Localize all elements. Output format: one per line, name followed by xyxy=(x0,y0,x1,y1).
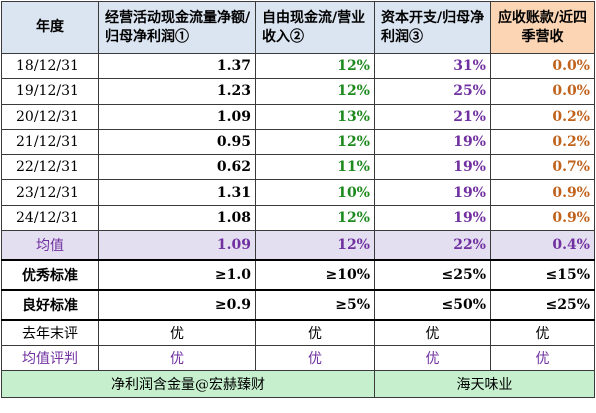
table-row: 24/12/31 1.08 12% 19% 0.9% xyxy=(1,204,595,232)
row-year: 23/12/31 xyxy=(1,179,99,206)
average-eval-capex: 优 xyxy=(374,345,491,372)
table-row: 20/12/31 1.09 13% 21% 0.2% xyxy=(1,103,595,130)
table-row: 18/12/31 1.37 12% 31% 0.0% xyxy=(1,52,595,80)
table-row: 23/12/31 1.31 10% 19% 0.9% xyxy=(1,179,595,206)
last-year-eval-label: 去年末评 xyxy=(1,319,99,347)
cell-capex-ratio: 19% xyxy=(374,204,491,232)
cell-capex-ratio: 25% xyxy=(374,78,491,105)
excellent-capex-threshold: ≤25% xyxy=(374,259,491,291)
average-eval-ocf: 优 xyxy=(98,345,256,372)
cell-receivables-ratio: 0.9% xyxy=(490,179,595,206)
good-capex-threshold: ≤50% xyxy=(374,289,491,321)
cell-fcf-ratio: 12% xyxy=(255,52,375,80)
last-year-eval-row: 去年末评 优 优 优 优 xyxy=(1,319,595,347)
cell-capex-ratio: 19% xyxy=(374,154,491,181)
good-receivables-threshold: ≤25% xyxy=(490,289,595,321)
cell-ocf-ratio: 1.23 xyxy=(98,78,256,105)
row-year: 24/12/31 xyxy=(1,204,99,232)
header-row: 年度 经营活动现金流量净额/归母净利润① 自由现金流/营业收入② 资本开支/归母… xyxy=(1,1,595,54)
excellent-ocf-threshold: ≥1.0 xyxy=(98,259,256,291)
cell-receivables-ratio: 0.7% xyxy=(490,154,595,181)
cell-capex-ratio: 31% xyxy=(374,52,491,80)
average-capex-ratio: 22% xyxy=(374,230,491,261)
cell-fcf-ratio: 12% xyxy=(255,78,375,105)
average-eval-receivables: 优 xyxy=(490,345,595,372)
average-eval-fcf: 优 xyxy=(255,345,375,372)
header-ocf-to-net-profit: 经营活动现金流量净额/归母净利润① xyxy=(98,1,256,54)
footer-row: 净利润含金量@宏赫臻财 海天味业 xyxy=(1,370,595,399)
row-year: 18/12/31 xyxy=(1,52,99,80)
row-year: 20/12/31 xyxy=(1,103,99,130)
header-capex-to-net-profit: 资本开支/归母净利润③ xyxy=(374,1,491,54)
average-receivables-ratio: 0.4% xyxy=(490,230,595,261)
good-fcf-threshold: ≥5% xyxy=(255,289,375,321)
cell-receivables-ratio: 0.9% xyxy=(490,204,595,232)
cell-receivables-ratio: 0.0% xyxy=(490,52,595,80)
footer-source: 净利润含金量@宏赫臻财 xyxy=(1,370,375,399)
cell-ocf-ratio: 1.37 xyxy=(98,52,256,80)
cell-ocf-ratio: 0.95 xyxy=(98,128,256,156)
cash-quality-table: 年度 经营活动现金流量净额/归母净利润① 自由现金流/营业收入② 资本开支/归母… xyxy=(1,1,595,399)
metrics-table-container: 年度 经营活动现金流量净额/归母净利润① 自由现金流/营业收入② 资本开支/归母… xyxy=(1,1,595,399)
last-year-eval-capex: 优 xyxy=(374,319,491,347)
cell-capex-ratio: 21% xyxy=(374,103,491,130)
average-fcf-ratio: 12% xyxy=(255,230,375,261)
good-standard-label: 良好标准 xyxy=(1,289,99,321)
cell-capex-ratio: 19% xyxy=(374,179,491,206)
cell-fcf-ratio: 12% xyxy=(255,128,375,156)
excellent-standard-row: 优秀标准 ≥1.0 ≥10% ≤25% ≤15% xyxy=(1,259,595,291)
average-eval-row: 均值评判 优 优 优 优 xyxy=(1,345,595,372)
row-year: 19/12/31 xyxy=(1,78,99,105)
cell-ocf-ratio: 1.31 xyxy=(98,179,256,206)
header-year: 年度 xyxy=(1,1,99,54)
last-year-eval-receivables: 优 xyxy=(490,319,595,347)
average-label: 均值 xyxy=(1,230,99,261)
cell-fcf-ratio: 13% xyxy=(255,103,375,130)
cell-ocf-ratio: 0.62 xyxy=(98,154,256,181)
last-year-eval-fcf: 优 xyxy=(255,319,375,347)
average-eval-label: 均值评判 xyxy=(1,345,99,372)
cell-fcf-ratio: 10% xyxy=(255,179,375,206)
average-ocf-ratio: 1.09 xyxy=(98,230,256,261)
row-year: 21/12/31 xyxy=(1,128,99,156)
footer-company: 海天味业 xyxy=(374,370,595,399)
table-row: 21/12/31 0.95 12% 19% 0.2% xyxy=(1,128,595,156)
excellent-standard-label: 优秀标准 xyxy=(1,259,99,291)
header-fcf-to-revenue: 自由现金流/营业收入② xyxy=(255,1,375,54)
header-receivables-to-revenue: 应收账款/近四季营收 xyxy=(490,1,595,54)
cell-receivables-ratio: 0.2% xyxy=(490,103,595,130)
excellent-fcf-threshold: ≥10% xyxy=(255,259,375,291)
table-row: 19/12/31 1.23 12% 25% 0.0% xyxy=(1,78,595,105)
good-ocf-threshold: ≥0.9 xyxy=(98,289,256,321)
cell-receivables-ratio: 0.0% xyxy=(490,78,595,105)
cell-receivables-ratio: 0.2% xyxy=(490,128,595,156)
table-row: 22/12/31 0.62 11% 19% 0.7% xyxy=(1,154,595,181)
cell-capex-ratio: 19% xyxy=(374,128,491,156)
cell-fcf-ratio: 12% xyxy=(255,204,375,232)
last-year-eval-ocf: 优 xyxy=(98,319,256,347)
row-year: 22/12/31 xyxy=(1,154,99,181)
average-row: 均值 1.09 12% 22% 0.4% xyxy=(1,230,595,261)
excellent-receivables-threshold: ≤15% xyxy=(490,259,595,291)
cell-ocf-ratio: 1.09 xyxy=(98,103,256,130)
cell-ocf-ratio: 1.08 xyxy=(98,204,256,232)
cell-fcf-ratio: 11% xyxy=(255,154,375,181)
good-standard-row: 良好标准 ≥0.9 ≥5% ≤50% ≤25% xyxy=(1,289,595,321)
